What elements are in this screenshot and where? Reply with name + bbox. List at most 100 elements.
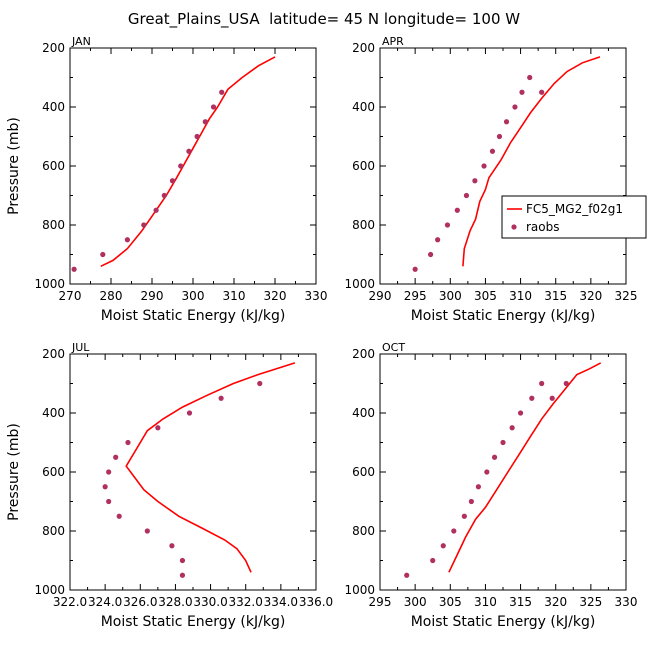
obs-point (454, 207, 460, 213)
obs-point (144, 528, 150, 534)
y-tick-label: 1000 (344, 583, 375, 597)
obs-point (496, 133, 503, 140)
y-axis-label: Pressure (mb) (6, 117, 22, 215)
x-tick-label: 330 (305, 289, 328, 303)
y-tick-label: 200 (352, 41, 375, 55)
y-tick-label: 400 (42, 406, 65, 420)
x-tick-label: 270 (59, 289, 82, 303)
panel-jan: JAN 270 280 290 300 310 320 330 200 400 600 800 1000… (6, 35, 327, 324)
obs-point (219, 89, 225, 95)
y-tick-label: 800 (42, 218, 65, 232)
obs-point (539, 380, 545, 387)
x-tick-label: 280 (100, 289, 123, 303)
obs-point (71, 266, 77, 272)
obs-point (481, 163, 487, 169)
obs-point (563, 380, 569, 387)
x-tick-label: 330 (615, 595, 638, 609)
y-tick-label: 800 (352, 524, 375, 538)
model-line (100, 56, 276, 268)
x-tick-label: 326.0 (123, 595, 157, 609)
obs-point (430, 557, 436, 564)
x-tick-label: 332.0 (229, 595, 263, 609)
x-tick-label: 320 (264, 289, 287, 303)
x-tick-label: 295 (404, 289, 427, 303)
x-tick-label: 330.0 (193, 595, 227, 609)
obs-point (116, 513, 122, 519)
obs-point (178, 163, 184, 169)
obs-point (106, 498, 112, 505)
obs-point (155, 425, 161, 431)
x-tick-label: 300 (182, 289, 205, 303)
obs-point (102, 484, 108, 490)
obs-point (451, 528, 457, 534)
obs-point (440, 543, 446, 549)
legend-label: raobs (526, 220, 560, 234)
y-tick-label: 600 (42, 465, 65, 479)
obs-point (539, 89, 545, 95)
panel-label: JUL (71, 341, 90, 354)
obs-point (512, 104, 518, 110)
y-tick-label: 600 (42, 159, 65, 173)
x-tick-label: 322.0 (53, 595, 87, 609)
panel-label: JAN (71, 35, 91, 48)
obs-point (527, 74, 533, 81)
y-tick-label: 200 (352, 347, 375, 361)
legend-label: FC5_MG2_f02g1 (526, 202, 623, 216)
x-tick-label: 305 (439, 595, 462, 609)
panel-oct: OCT 295 300 305 310 315 320 325 330 200 400 600 800 1… (344, 341, 637, 630)
x-tick-label: 315 (544, 289, 567, 303)
y-tick-label: 200 (42, 347, 65, 361)
x-axis-label: Moist Static Energy (kJ/kg) (101, 308, 286, 324)
obs-point (503, 119, 510, 125)
x-tick-label: 320 (544, 595, 567, 609)
obs-point (141, 222, 147, 228)
legend-box (501, 195, 647, 239)
y-tick-label: 1000 (344, 277, 375, 291)
obs-point (444, 222, 451, 228)
x-tick-label: 300 (404, 595, 427, 609)
x-tick-label: 310 (474, 595, 497, 609)
obs-point (186, 148, 192, 154)
model-line (125, 362, 296, 573)
plot-frame (379, 47, 627, 285)
obs-point (468, 498, 474, 505)
obs-point (161, 192, 167, 199)
obs-point (489, 148, 496, 154)
obs-point (435, 237, 441, 243)
obs-point (169, 543, 175, 549)
x-tick-label: 324.0 (88, 595, 122, 609)
obs-point (202, 119, 208, 125)
x-tick-label: 320 (579, 289, 602, 303)
obs-point (500, 439, 506, 446)
obs-point (106, 469, 112, 475)
x-tick-label: 315 (509, 595, 532, 609)
obs-point (218, 395, 224, 401)
y-tick-label: 800 (42, 524, 65, 538)
x-tick-label: 300 (439, 289, 462, 303)
x-tick-label: 334.0 (264, 595, 298, 609)
x-tick-label: 310 (223, 289, 246, 303)
model-line (462, 56, 601, 267)
obs-point (517, 410, 524, 416)
x-tick-label: 328.0 (158, 595, 192, 609)
panel-label: APR (382, 35, 404, 48)
obs-point (186, 410, 193, 416)
plot-frame (69, 47, 317, 285)
obs-point (463, 192, 470, 199)
obs-point (475, 484, 481, 490)
obs-point (113, 454, 119, 460)
y-tick-label: 600 (352, 465, 375, 479)
obs-point (257, 380, 263, 387)
obs-point (461, 513, 467, 519)
y-tick-label: 1000 (34, 583, 65, 597)
obs-point (509, 425, 515, 431)
obs-point (404, 572, 410, 578)
obs-point (529, 395, 535, 401)
obs-point (179, 572, 186, 578)
figure-title: Great_Plains_USA latitude= 45 N longitud… (128, 10, 520, 29)
x-tick-label: 325 (579, 595, 602, 609)
obs-point (519, 89, 525, 95)
x-axis-label: Moist Static Energy (kJ/kg) (101, 614, 286, 630)
y-tick-label: 200 (42, 41, 65, 55)
panels: JAN 270 280 290 300 310 320 330 200 400 600 800 1000… (6, 35, 647, 630)
